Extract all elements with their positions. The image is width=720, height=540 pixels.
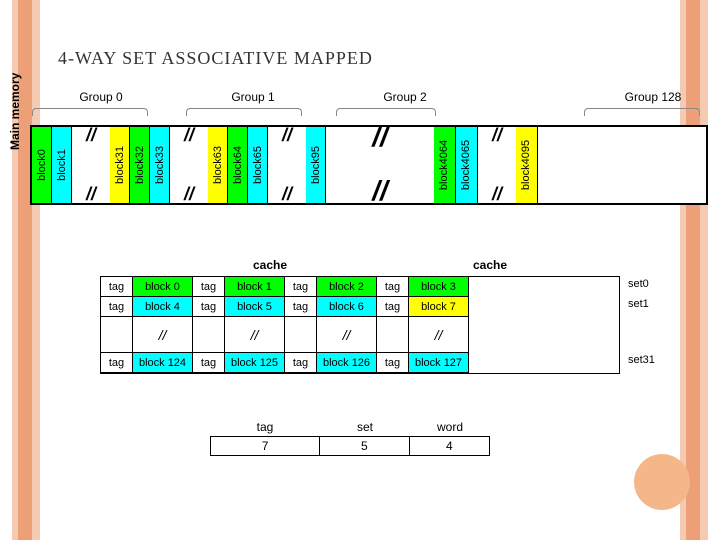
group-brace	[186, 108, 302, 116]
block-cell: block 6	[317, 297, 377, 317]
memory-block: block95	[306, 127, 326, 203]
block-cell: block 1	[225, 277, 285, 297]
address-value-row: 754	[210, 436, 490, 456]
addr-value: 4	[410, 437, 489, 455]
tag-cell	[285, 317, 317, 353]
block-cell: block 124	[133, 353, 193, 373]
circle-accent	[634, 454, 690, 510]
tag-cell: tag	[193, 277, 225, 297]
tag-cell	[377, 317, 409, 353]
group-brace	[336, 108, 436, 116]
block-cell	[317, 317, 377, 353]
tag-cell: tag	[377, 353, 409, 373]
tag-cell: tag	[285, 277, 317, 297]
set-label: set31	[628, 350, 655, 370]
tag-cell: tag	[193, 353, 225, 373]
main-memory-label: Main memory	[8, 73, 22, 150]
memory-block: block64	[228, 127, 248, 203]
main-memory-strip: block0block1 block31block32block33 block63…	[30, 125, 708, 205]
tag-cell: tag	[377, 297, 409, 317]
cache-header: cache	[440, 258, 540, 272]
addr-value: 7	[211, 437, 320, 455]
memory-block: block65	[248, 127, 268, 203]
cache-header-row: cache cache	[100, 258, 620, 274]
cache-row: tagblock 4tagblock 5tagblock 6tagblock 7	[101, 297, 619, 317]
memory-block: block32	[130, 127, 150, 203]
group-label: Group 1	[188, 90, 318, 104]
tag-cell: tag	[285, 297, 317, 317]
tag-cell: tag	[377, 277, 409, 297]
block-cell: block 127	[409, 353, 469, 373]
group-brace	[32, 108, 148, 116]
tag-cell: tag	[101, 297, 133, 317]
block-cell: block 3	[409, 277, 469, 297]
set-label: set0	[628, 274, 655, 294]
group-label: Group 0	[36, 90, 166, 104]
memory-gap	[326, 127, 434, 203]
block-cell	[409, 317, 469, 353]
block-cell	[225, 317, 285, 353]
addr-header: tag	[210, 420, 320, 434]
group-label: Group 128	[588, 90, 718, 104]
cache-header: cache	[220, 258, 320, 272]
memory-gap	[72, 127, 110, 203]
address-breakdown: tagsetword 754	[210, 420, 490, 456]
memory-block: block0	[32, 127, 52, 203]
memory-block: block4065	[456, 127, 478, 203]
memory-block: block4064	[434, 127, 456, 203]
block-cell: block 2	[317, 277, 377, 297]
cache-gap-row	[101, 317, 619, 353]
cache-row: tagblock 0tagblock 1tagblock 2tagblock 3	[101, 277, 619, 297]
group-labels-row: Group 0Group 1Group 2Group 128	[30, 90, 708, 108]
memory-block: block31	[110, 127, 130, 203]
tag-cell	[193, 317, 225, 353]
set-label: set1	[628, 294, 655, 314]
addr-header: word	[410, 420, 490, 434]
address-header-row: tagsetword	[210, 420, 490, 434]
cache-region: cachecache tagblock 0tagblock 1tagblock …	[100, 258, 620, 374]
memory-block: block33	[150, 127, 170, 203]
set-labels-col: set0set1 set31	[622, 274, 655, 370]
block-cell: block 125	[225, 353, 285, 373]
memory-gap	[478, 127, 516, 203]
tag-cell: tag	[193, 297, 225, 317]
slide-title: 4-WAY SET ASSOCIATIVE MAPPED	[58, 48, 373, 69]
addr-header: set	[320, 420, 410, 434]
tag-cell: tag	[101, 277, 133, 297]
group-label: Group 2	[340, 90, 470, 104]
block-cell: block 126	[317, 353, 377, 373]
memory-gap	[268, 127, 306, 203]
memory-block: block63	[208, 127, 228, 203]
tag-cell	[101, 317, 133, 353]
block-cell: block 0	[133, 277, 193, 297]
cache-row: tagblock 124tagblock 125tagblock 126tagb…	[101, 353, 619, 373]
memory-gap	[170, 127, 208, 203]
group-brace	[584, 108, 700, 116]
block-cell: block 5	[225, 297, 285, 317]
tag-cell: tag	[285, 353, 317, 373]
block-cell	[133, 317, 193, 353]
block-cell: block 4	[133, 297, 193, 317]
cache-table: tagblock 0tagblock 1tagblock 2tagblock 3…	[100, 276, 620, 374]
memory-block: block1	[52, 127, 72, 203]
addr-value: 5	[320, 437, 409, 455]
stripe-right-inner	[686, 0, 700, 540]
tag-cell: tag	[101, 353, 133, 373]
memory-block: block4095	[516, 127, 538, 203]
block-cell: block 7	[409, 297, 469, 317]
